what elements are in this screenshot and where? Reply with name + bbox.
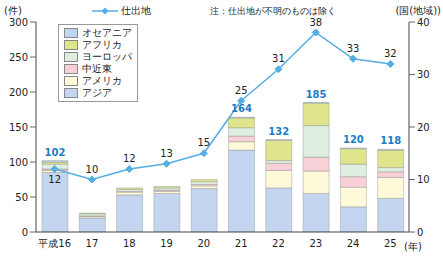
- svg-text:0: 0: [417, 227, 423, 238]
- svg-text:23: 23: [309, 238, 322, 249]
- svg-text:15: 15: [197, 137, 210, 148]
- html-text:仕出地: 仕出地: [121, 5, 151, 16]
- svg-text:100: 100: [9, 157, 28, 168]
- svg-text:102: 102: [45, 147, 66, 158]
- svg-text:200: 200: [9, 87, 28, 98]
- html-text:注：仕出地が不明のものは除く: 注：仕出地が不明のものは除く: [210, 6, 336, 16]
- html-text:オセアニア: オセアニア: [82, 27, 132, 38]
- svg-text:12: 12: [48, 174, 61, 185]
- svg-text:132: 132: [268, 126, 289, 137]
- svg-text:20: 20: [417, 122, 430, 133]
- html-text:アジア: アジア: [82, 87, 112, 98]
- svg-text:185: 185: [306, 89, 327, 100]
- svg-text:12: 12: [123, 153, 136, 164]
- svg-text:13: 13: [160, 148, 173, 159]
- svg-text:22: 22: [272, 238, 285, 249]
- svg-text:25: 25: [384, 238, 397, 249]
- svg-text:0: 0: [22, 227, 28, 238]
- svg-text:19: 19: [160, 238, 173, 249]
- svg-text:300: 300: [9, 17, 28, 28]
- svg-text:164: 164: [231, 103, 252, 114]
- svg-text:120: 120: [343, 134, 364, 145]
- svg-text:平成16: 平成16: [38, 238, 71, 249]
- svg-text:25: 25: [235, 85, 248, 96]
- svg-text:150: 150: [9, 122, 28, 133]
- svg-text:24: 24: [347, 238, 360, 249]
- svg-text:18: 18: [123, 238, 136, 249]
- svg-text:250: 250: [9, 52, 28, 63]
- svg-text:33: 33: [347, 43, 360, 54]
- svg-text:10: 10: [86, 164, 99, 175]
- svg-text:21: 21: [235, 238, 248, 249]
- svg-text:32: 32: [384, 48, 397, 59]
- svg-text:31: 31: [272, 53, 285, 64]
- svg-text:50: 50: [15, 192, 28, 203]
- html-text:(件): (件): [4, 5, 22, 16]
- svg-text:40: 40: [417, 17, 430, 28]
- html-text:(国(地域)): (国(地域)): [395, 5, 441, 16]
- html-text:中近東: 中近東: [82, 63, 112, 74]
- html-text:ヨーロッパ: ヨーロッパ: [82, 51, 132, 62]
- html-text:アフリカ: アフリカ: [82, 39, 122, 50]
- svg-text:38: 38: [309, 17, 322, 28]
- html-text:(年): (年): [404, 241, 422, 252]
- svg-text:17: 17: [86, 238, 99, 249]
- svg-text:118: 118: [380, 135, 401, 146]
- svg-text:20: 20: [197, 238, 210, 249]
- svg-text:10: 10: [417, 174, 430, 185]
- html-text:アメリカ: アメリカ: [82, 75, 122, 86]
- svg-text:30: 30: [417, 69, 430, 80]
